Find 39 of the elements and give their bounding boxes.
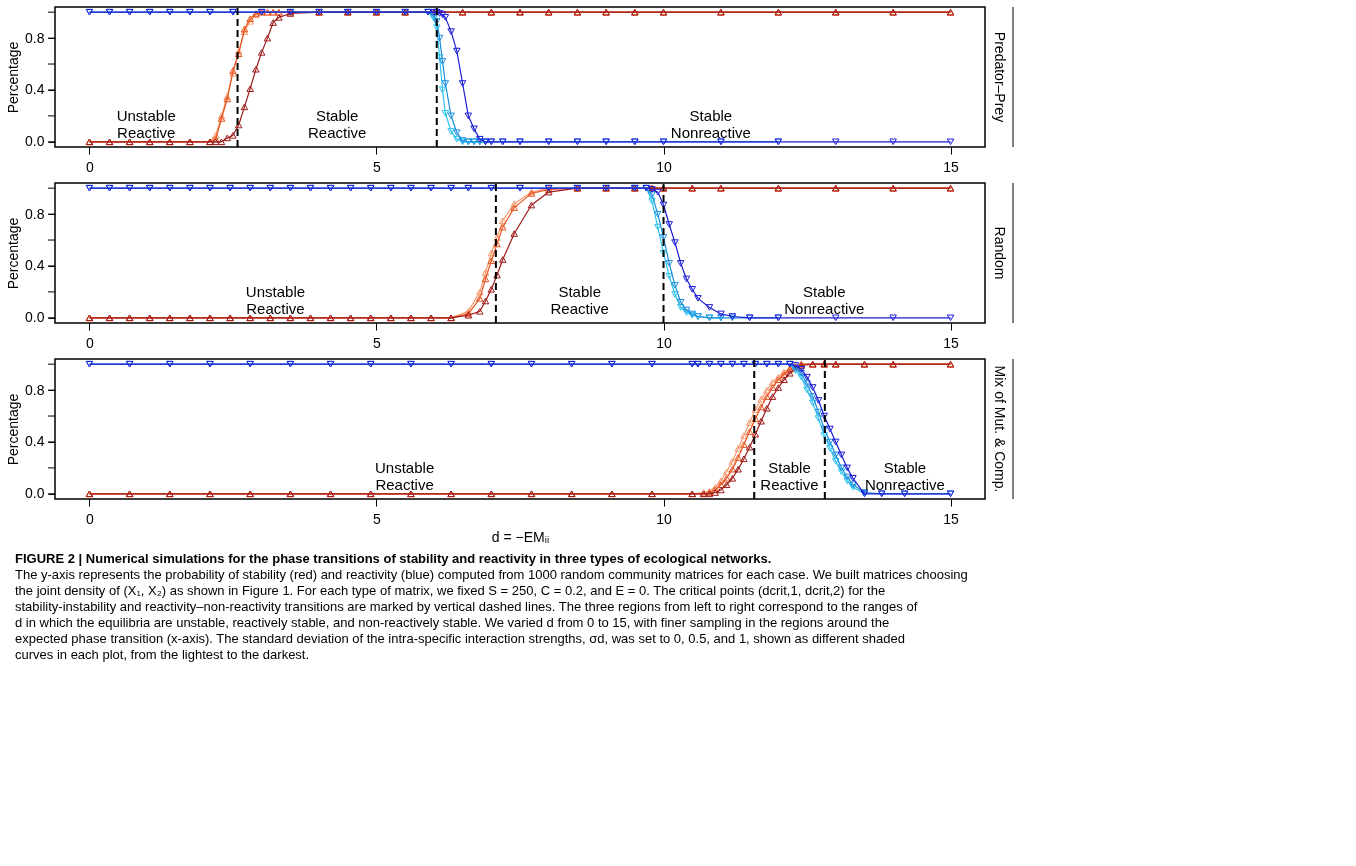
y-tick-label: 0.0 — [25, 485, 45, 502]
x-tick-label: 0 — [86, 158, 95, 175]
annotation: Unstable Reactive — [116, 107, 176, 142]
x-tick-label: 10 — [656, 158, 673, 175]
y-axis-title: Percentage — [5, 217, 22, 290]
x-tick-label: 15 — [943, 510, 960, 527]
text: Predator–Prey — [992, 31, 1008, 123]
y-axis-title: Percentage — [5, 393, 22, 466]
y-tick-label: 0.0 — [25, 309, 45, 326]
y-tick-label: 0.8 — [25, 205, 45, 222]
y-tick-label: 0.8 — [25, 29, 45, 46]
annotation: Unstable Reactive — [245, 283, 306, 318]
y-tick-label: 0.8 — [25, 381, 45, 398]
x-tick-label: 5 — [373, 510, 382, 527]
x-tick-label: 15 — [943, 158, 960, 175]
text: Mix of Mut. & Comp. — [992, 365, 1008, 493]
x-axis-title: d = −EMᵢᵢ — [491, 528, 550, 545]
x-tick-label: 10 — [656, 334, 673, 351]
x-tick-label: 0 — [86, 510, 95, 527]
annotation: Stable Reactive — [550, 283, 609, 318]
annotation: Unstable Reactive — [375, 459, 435, 494]
caption: FIGURE 2 | Numerical simulations for the phase transitions of stability and reactivity in three types of ecological networks. — [15, 551, 772, 566]
annotation: Stable Nonreactive — [864, 459, 945, 494]
annotation: Stable Nonreactive — [670, 107, 751, 142]
y-axis-title: Percentage — [5, 41, 22, 114]
x-tick-label: 15 — [943, 334, 960, 351]
x-tick-label: 5 — [373, 334, 382, 351]
y-tick-label: 0.4 — [25, 433, 45, 450]
x-tick-label: 0 — [86, 334, 95, 351]
x-tick-label: 10 — [656, 510, 673, 527]
annotation: Stable Nonreactive — [784, 283, 865, 318]
y-tick-label: 0.4 — [25, 257, 45, 274]
annotation: Stable Reactive — [760, 459, 819, 494]
x-tick-label: 5 — [373, 158, 382, 175]
y-tick-label: 0.4 — [25, 81, 45, 98]
annotation: Stable Reactive — [307, 107, 367, 142]
y-tick-label: 0.0 — [25, 133, 45, 150]
text: Random — [992, 226, 1008, 280]
text: The y-axis represents the probability of stability (red) and reactivity (blue) computed from 1000 random community matrices for each case. We built matrices choosing the joint density of (X₁, X₂) as shown in Figure 1. For each type of matrix, we fixed S = 250, C = 0.2, and E = 0. The critical points (dcrit,1, dcrit,2) for the stability-instability and reactivity–non-reactivity transitions are marked by vertical dashed lines. The three regions from left to right correspond to the ranges of d in which the equilibria are unstable, reactively stable, and non-reactively stable. We varied d from 0 to 15, with finer sampling in the regions around the expected phase transition (x-axis). The standard deviation of the intra-specific interaction strengths, σd, was set to 0, 0.5, and 1, shown as different shaded curves in each plot, from the lightest to the darkest. — [15, 567, 968, 662]
